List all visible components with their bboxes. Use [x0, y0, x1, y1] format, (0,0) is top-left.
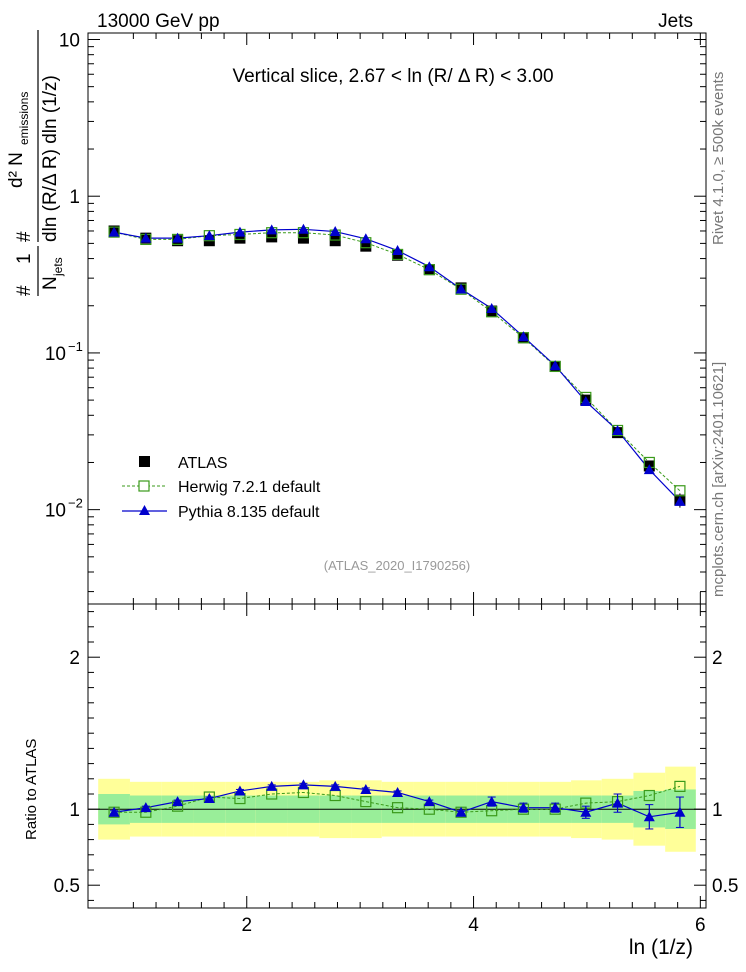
herwig-point	[674, 485, 686, 497]
pythia-ratio-point	[455, 806, 467, 817]
herwig-ratio-point	[360, 795, 372, 808]
atlas-point	[392, 249, 404, 261]
x-tick-label: 4	[468, 915, 479, 936]
x-axis-label: ln (1/z)	[629, 936, 693, 959]
mcplots-reference-label: mcplots.cern.ch [arXiv:2401.10621]	[710, 362, 727, 597]
x-tick-label: 6	[695, 915, 706, 936]
ylabel-njets: N	[40, 276, 61, 290]
main-y-tick-label: 1	[69, 187, 80, 208]
pythia-point	[297, 223, 309, 234]
pythia-point	[172, 232, 184, 243]
pythia-ratio-point	[297, 779, 309, 790]
pythia-ratio-point	[108, 806, 120, 817]
ratio-panel-series	[108, 779, 686, 830]
pythia-point	[517, 331, 529, 342]
pythia-point	[140, 232, 152, 243]
pythia-ratio-point	[266, 780, 278, 791]
pythia-point	[266, 224, 278, 235]
pythia-point	[360, 233, 372, 244]
pythia-point	[329, 226, 341, 237]
main-y-tick-label: 10	[45, 344, 66, 365]
legend-herwig-label: Herwig 7.2.1 default	[178, 479, 321, 496]
header-collision-label: 13000 GeV pp	[97, 11, 220, 32]
pythia-ratio-point	[360, 783, 372, 794]
pythia-ratio-point	[643, 811, 655, 822]
ratio-y-tick-label: 0.5	[54, 876, 80, 897]
legend-atlas-marker	[139, 456, 150, 467]
atlas-point	[266, 231, 278, 243]
ratio-panel-axes: 0.5 0.5 1 1 2 2 2 4 6	[54, 603, 738, 936]
chart-title: Vertical slice, 2.67 < ln (R/ Δ R) < 3.0…	[232, 66, 553, 87]
ylabel-emissions: emissions	[17, 92, 31, 145]
pythia-ratio-point	[423, 796, 435, 807]
pythia-ratio-point	[172, 796, 184, 807]
pythia-ratio-point	[392, 786, 404, 797]
pythia-ratio-point	[549, 802, 561, 813]
ylabel-one: 1	[14, 253, 35, 264]
ratio-y-tick-label-right: 0.5	[712, 876, 738, 897]
analysis-watermark: (ATLAS_2020_I1790256)	[324, 558, 470, 573]
pythia-ratio-point	[580, 806, 592, 817]
main-y-tick-label: 10	[45, 501, 66, 522]
rivet-version-label: Rivet 4.1.0, ≥ 500k events	[710, 72, 727, 245]
main-y-tick-exponent: −2	[68, 496, 83, 511]
pythia-ratio-point	[234, 785, 246, 796]
pythia-point	[423, 261, 435, 272]
herwig-ratio-point	[391, 802, 404, 814]
pythia-ratio-point	[517, 802, 529, 813]
legend-pythia-marker	[139, 505, 150, 515]
pythia-ratio-point	[674, 806, 686, 817]
ratio-y-tick-label-right: 1	[712, 800, 723, 821]
ylabel-njets-sub: jets	[51, 257, 65, 277]
pythia-point	[643, 464, 655, 475]
pythia-ratio-point	[486, 796, 498, 807]
herwig-line	[113, 231, 681, 492]
atlas-point	[329, 235, 341, 247]
ylabel-hash-2: #	[14, 231, 35, 242]
ratio-y-axis-label: Ratio to ATLAS	[23, 739, 40, 840]
legend-pythia-label: Pythia 8.135 default	[178, 504, 320, 521]
pythia-point	[674, 495, 686, 506]
main-y-axis-label: # 1 N jets # d² N emissions dln (R/Δ R) …	[6, 30, 65, 296]
pythia-point	[549, 360, 561, 371]
ylabel-hash-1: #	[14, 285, 35, 296]
ratio-panel-frame	[87, 603, 707, 909]
atlas-point	[234, 232, 246, 244]
ylabel-d2n: d² N	[6, 152, 27, 188]
pythia-point	[580, 395, 592, 406]
pythia-ratio-point	[140, 802, 152, 813]
legend-atlas-label: ATLAS	[178, 455, 228, 472]
herwig-ratio-point	[643, 789, 655, 802]
main-panel-series	[108, 223, 686, 508]
atlas-point	[360, 240, 372, 252]
pythia-point	[612, 424, 624, 435]
herwig-ratio-point	[674, 780, 686, 793]
main-y-tick-label: 10	[59, 30, 80, 51]
pythia-point	[203, 230, 215, 241]
pythia-point	[108, 226, 120, 237]
pythia-point	[455, 283, 467, 294]
ratio-y-tick-label-right: 2	[712, 648, 723, 669]
pythia-point	[486, 303, 498, 314]
pythia-point	[392, 245, 404, 256]
x-tick-label: 2	[241, 915, 252, 936]
ratio-y-tick-label: 1	[69, 800, 80, 821]
legend: ATLAS Herwig 7.2.1 default Pythia 8.135 …	[122, 455, 321, 521]
legend-herwig-marker	[138, 480, 150, 492]
main-y-tick-exponent: −1	[68, 339, 83, 354]
pythia-point	[234, 226, 246, 237]
ylabel-denominator: dln (R/Δ R) dln (1/z)	[40, 75, 61, 242]
pythia-ratio-point	[612, 797, 624, 808]
ratio-y-tick-label: 2	[69, 648, 80, 669]
header-category-label: Jets	[658, 11, 693, 32]
pythia-ratio-point	[203, 793, 215, 804]
pythia-ratio-point	[329, 780, 341, 791]
